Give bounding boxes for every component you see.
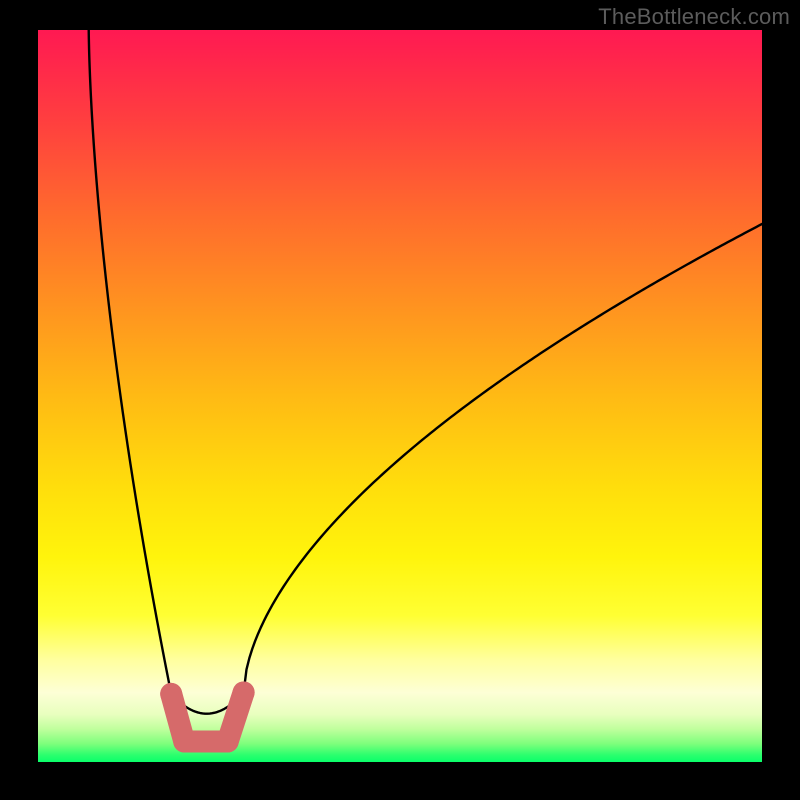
u-marker-dot — [160, 683, 182, 705]
watermark-text: TheBottleneck.com — [598, 4, 790, 30]
u-marker-dot — [217, 731, 239, 753]
gradient-background — [38, 30, 762, 762]
u-marker-dot — [173, 731, 195, 753]
u-marker-dot — [233, 681, 255, 703]
plot-area — [38, 30, 762, 762]
plot-svg — [38, 30, 762, 762]
